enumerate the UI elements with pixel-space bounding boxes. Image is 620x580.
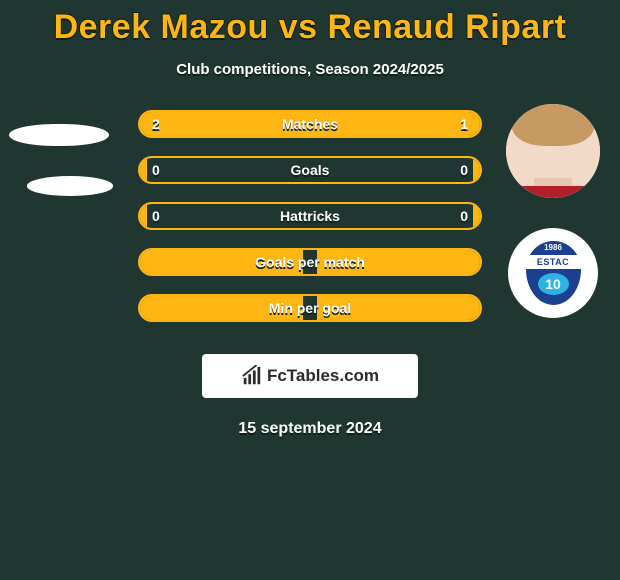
fill-left — [140, 158, 147, 182]
value-right: 1 — [460, 116, 468, 132]
player-left-avatar — [9, 124, 109, 146]
stat-label: Hattricks — [280, 208, 340, 224]
value-left: 2 — [152, 116, 160, 132]
crest-year: 1986 — [526, 243, 581, 252]
stat-label: Goals — [291, 162, 330, 178]
right-column: 1986 ESTAC 10 — [498, 110, 608, 318]
value-left: 0 — [152, 162, 160, 178]
stat-bar-matches: 2 1 Matches — [138, 110, 482, 138]
crest-icon: 1986 ESTAC 10 — [522, 237, 585, 309]
fill-left — [140, 204, 147, 228]
crest-number: 10 — [538, 273, 569, 295]
stat-bar-min_per_goal: Min per goal — [138, 294, 482, 322]
face-icon — [506, 104, 600, 198]
chart-icon — [241, 365, 263, 387]
stat-label: Goals per match — [255, 254, 365, 270]
value-left: 0 — [152, 208, 160, 224]
date-label: 15 september 2024 — [0, 420, 620, 438]
brand-badge[interactable]: FcTables.com — [202, 354, 418, 398]
left-column — [4, 110, 114, 196]
stat-bar-goals_per_match: Goals per match — [138, 248, 482, 276]
fill-right — [473, 204, 480, 228]
stat-label: Min per goal — [269, 300, 351, 316]
value-right: 0 — [460, 208, 468, 224]
fill-right — [473, 158, 480, 182]
stat-label: Matches — [282, 116, 338, 132]
comparison-stage: 1986 ESTAC 10 2 1 Matches 0 0 Goals 0 0 Hattrick… — [0, 110, 620, 340]
player-right-avatar — [506, 104, 600, 198]
club-left-crest — [27, 176, 113, 196]
club-right-crest: 1986 ESTAC 10 — [508, 228, 598, 318]
stat-bar-goals: 0 0 Goals — [138, 156, 482, 184]
stat-bar-hattricks: 0 0 Hattricks — [138, 202, 482, 230]
stat-bars: 2 1 Matches 0 0 Goals 0 0 Hattricks Goals per mat… — [138, 110, 482, 322]
crest-band: ESTAC — [524, 255, 583, 269]
page-title: Derek Mazou vs Renaud Ripart — [0, 0, 620, 47]
subtitle: Club competitions, Season 2024/2025 — [0, 61, 620, 78]
brand-label: FcTables.com — [267, 366, 379, 386]
value-right: 0 — [460, 162, 468, 178]
